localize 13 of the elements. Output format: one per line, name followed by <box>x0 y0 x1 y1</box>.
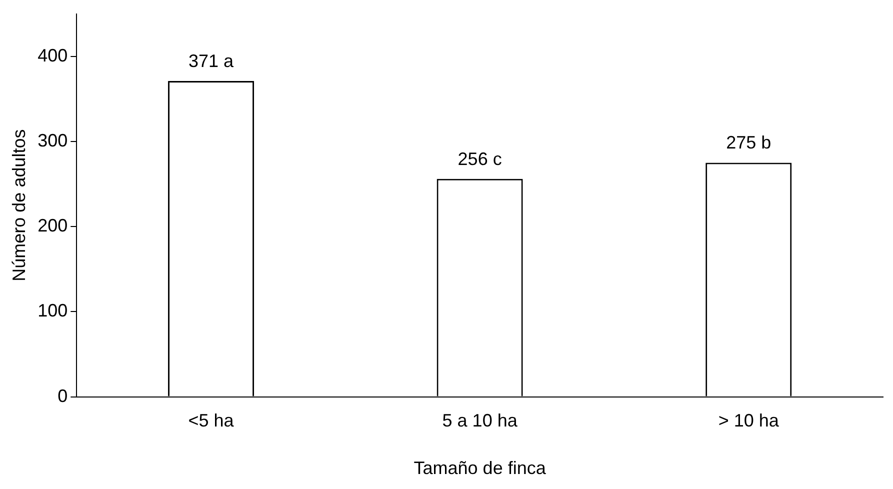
x-tick-label: > 10 ha <box>718 410 780 431</box>
y-tick-label: 300 <box>38 130 68 150</box>
y-tick-label: 100 <box>38 300 68 321</box>
y-tick-label: 200 <box>38 216 68 236</box>
y-tick-label: 400 <box>38 45 68 66</box>
data-label: 371 a <box>188 51 235 72</box>
x-tick-label: <5 ha <box>188 410 235 431</box>
x-tick-label: 5 a 10 ha <box>442 410 518 431</box>
y-tick-label: 0 <box>58 386 68 406</box>
data-label: 275 b <box>726 132 772 153</box>
y-axis-title: Número de adultos <box>8 129 29 282</box>
data-label: 256 c <box>458 148 502 169</box>
x-axis-title: Tamaño de finca <box>414 458 547 478</box>
